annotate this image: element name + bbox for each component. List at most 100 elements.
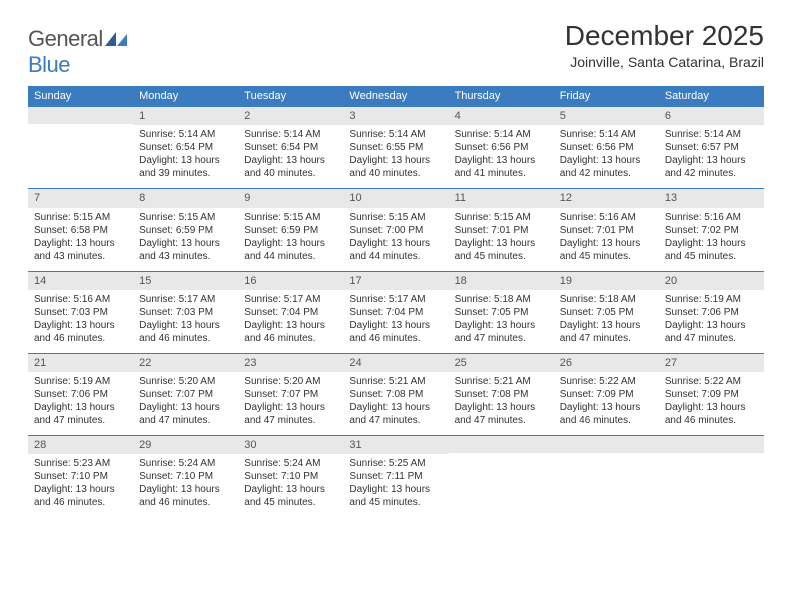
daylight-text-1: Daylight: 13 hours xyxy=(139,319,232,332)
sunset-text: Sunset: 6:54 PM xyxy=(139,141,232,154)
daylight-text-1: Daylight: 13 hours xyxy=(244,401,337,414)
day-number: 8 xyxy=(133,189,238,207)
logo-text-blue: Blue xyxy=(28,52,70,77)
day-number: 27 xyxy=(659,354,764,372)
sunset-text: Sunset: 7:03 PM xyxy=(34,306,127,319)
daylight-text-1: Daylight: 13 hours xyxy=(665,319,758,332)
day-number: 30 xyxy=(238,436,343,454)
daylight-text-1: Daylight: 13 hours xyxy=(34,319,127,332)
daylight-text-2: and 47 minutes. xyxy=(455,332,548,345)
daylight-text-2: and 43 minutes. xyxy=(34,250,127,263)
daylight-text-2: and 40 minutes. xyxy=(349,167,442,180)
calendar-day-cell: 14Sunrise: 5:16 AMSunset: 7:03 PMDayligh… xyxy=(28,271,133,353)
daylight-text-2: and 47 minutes. xyxy=(139,414,232,427)
day-data xyxy=(659,453,764,505)
month-title: December 2025 xyxy=(565,20,764,52)
sunrise-text: Sunrise: 5:15 AM xyxy=(244,211,337,224)
sunrise-text: Sunrise: 5:15 AM xyxy=(349,211,442,224)
sunset-text: Sunset: 6:58 PM xyxy=(34,224,127,237)
calendar-head: SundayMondayTuesdayWednesdayThursdayFrid… xyxy=(28,86,764,107)
day-number: 25 xyxy=(449,354,554,372)
sunset-text: Sunset: 7:00 PM xyxy=(349,224,442,237)
calendar-day-cell: 2Sunrise: 5:14 AMSunset: 6:54 PMDaylight… xyxy=(238,107,343,189)
daylight-text-2: and 47 minutes. xyxy=(349,414,442,427)
daylight-text-2: and 46 minutes. xyxy=(665,414,758,427)
sunrise-text: Sunrise: 5:15 AM xyxy=(34,211,127,224)
calendar-day-cell: 19Sunrise: 5:18 AMSunset: 7:05 PMDayligh… xyxy=(554,271,659,353)
day-number: 24 xyxy=(343,354,448,372)
calendar-day-cell: 15 Sunrise: 5:17 AMSunset: 7:03 PMDayligh… xyxy=(133,271,238,353)
calendar-day-cell: 17Sunrise: 5:17 AMSunset: 7:04 PMDayligh… xyxy=(343,271,448,353)
calendar-day-cell: 29Sunrise: 5:24 AMSunset: 7:10 PMDayligh… xyxy=(133,436,238,518)
calendar-day-cell: 31Sunrise: 5:25 AMSunset: 7:11 PMDayligh… xyxy=(343,436,448,518)
daylight-text-1: Daylight: 13 hours xyxy=(244,237,337,250)
daylight-text-1: Daylight: 13 hours xyxy=(560,319,653,332)
sunrise-text: Sunrise: 5:15 AM xyxy=(139,211,232,224)
day-data: Sunrise: 5:24 AMSunset: 7:10 PMDaylight:… xyxy=(133,454,238,517)
daylight-text-2: and 44 minutes. xyxy=(244,250,337,263)
daylight-text-2: and 45 minutes. xyxy=(455,250,548,263)
daylight-text-2: and 46 minutes. xyxy=(244,332,337,345)
day-number: 19 xyxy=(554,272,659,290)
sunset-text: Sunset: 6:56 PM xyxy=(455,141,548,154)
daylight-text-1: Daylight: 13 hours xyxy=(34,401,127,414)
daylight-text-1: Daylight: 13 hours xyxy=(244,483,337,496)
sunrise-text: Sunrise: 5:15 AM xyxy=(455,211,548,224)
day-number: 4 xyxy=(449,107,554,125)
calendar-day-cell: 23Sunrise: 5:20 AMSunset: 7:07 PMDayligh… xyxy=(238,353,343,435)
day-number: 28 xyxy=(28,436,133,454)
sunrise-text: Sunrise: 5:25 AM xyxy=(349,457,442,470)
sunset-text: Sunset: 6:54 PM xyxy=(244,141,337,154)
day-number: 9 xyxy=(238,189,343,207)
day-number xyxy=(28,107,133,124)
daylight-text-2: and 44 minutes. xyxy=(349,250,442,263)
sunrise-text: Sunrise: 5:23 AM xyxy=(34,457,127,470)
logo-sail-icon xyxy=(105,32,127,46)
sunset-text: Sunset: 7:01 PM xyxy=(455,224,548,237)
weekday-header: Saturday xyxy=(659,86,764,107)
day-data: Sunrise: 5:18 AMSunset: 7:05 PMDaylight:… xyxy=(449,290,554,353)
weekday-header: Tuesday xyxy=(238,86,343,107)
sunset-text: Sunset: 7:08 PM xyxy=(349,388,442,401)
calendar-day-cell: 1Sunrise: 5:14 AMSunset: 6:54 PMDaylight… xyxy=(133,107,238,189)
day-data xyxy=(449,453,554,505)
day-data: Sunrise: 5:17 AMSunset: 7:04 PMDaylight:… xyxy=(343,290,448,353)
sunset-text: Sunset: 6:59 PM xyxy=(244,224,337,237)
sunset-text: Sunset: 7:03 PM xyxy=(139,306,232,319)
weekday-header: Thursday xyxy=(449,86,554,107)
daylight-text-2: and 45 minutes. xyxy=(560,250,653,263)
sunrise-text: Sunrise: 5:19 AM xyxy=(34,375,127,388)
sunset-text: Sunset: 7:04 PM xyxy=(244,306,337,319)
day-number: 6 xyxy=(659,107,764,125)
day-number: 21 xyxy=(28,354,133,372)
daylight-text-1: Daylight: 13 hours xyxy=(34,483,127,496)
day-number xyxy=(449,436,554,453)
sunset-text: Sunset: 7:04 PM xyxy=(349,306,442,319)
calendar-body: 1Sunrise: 5:14 AMSunset: 6:54 PMDaylight… xyxy=(28,107,764,518)
daylight-text-2: and 42 minutes. xyxy=(665,167,758,180)
daylight-text-1: Daylight: 13 hours xyxy=(560,237,653,250)
day-data: Sunrise: 5:14 AMSunset: 6:54 PMDaylight:… xyxy=(238,125,343,188)
calendar-day-cell: 9 Sunrise: 5:15 AMSunset: 6:59 PMDaylight… xyxy=(238,189,343,271)
calendar-day-cell: 25Sunrise: 5:21 AMSunset: 7:08 PMDayligh… xyxy=(449,353,554,435)
daylight-text-1: Daylight: 13 hours xyxy=(665,154,758,167)
sunrise-text: Sunrise: 5:24 AM xyxy=(244,457,337,470)
daylight-text-1: Daylight: 13 hours xyxy=(455,237,548,250)
day-number xyxy=(554,436,659,453)
calendar-day-cell: 20Sunrise: 5:19 AMSunset: 7:06 PMDayligh… xyxy=(659,271,764,353)
sunrise-text: Sunrise: 5:14 AM xyxy=(349,128,442,141)
day-data: Sunrise: 5:18 AMSunset: 7:05 PMDaylight:… xyxy=(554,290,659,353)
sunrise-text: Sunrise: 5:16 AM xyxy=(665,211,758,224)
title-block: December 2025 Joinville, Santa Catarina,… xyxy=(565,20,764,70)
daylight-text-2: and 45 minutes. xyxy=(244,496,337,509)
day-data: Sunrise: 5:16 AMSunset: 7:01 PMDaylight:… xyxy=(554,208,659,271)
daylight-text-1: Daylight: 13 hours xyxy=(139,401,232,414)
day-number: 15 xyxy=(133,272,238,290)
calendar-day-cell: 24Sunrise: 5:21 AMSunset: 7:08 PMDayligh… xyxy=(343,353,448,435)
daylight-text-1: Daylight: 13 hours xyxy=(139,154,232,167)
day-number: 13 xyxy=(659,189,764,207)
day-number: 18 xyxy=(449,272,554,290)
weekday-header: Wednesday xyxy=(343,86,448,107)
sunrise-text: Sunrise: 5:17 AM xyxy=(139,293,232,306)
weekday-header: Sunday xyxy=(28,86,133,107)
